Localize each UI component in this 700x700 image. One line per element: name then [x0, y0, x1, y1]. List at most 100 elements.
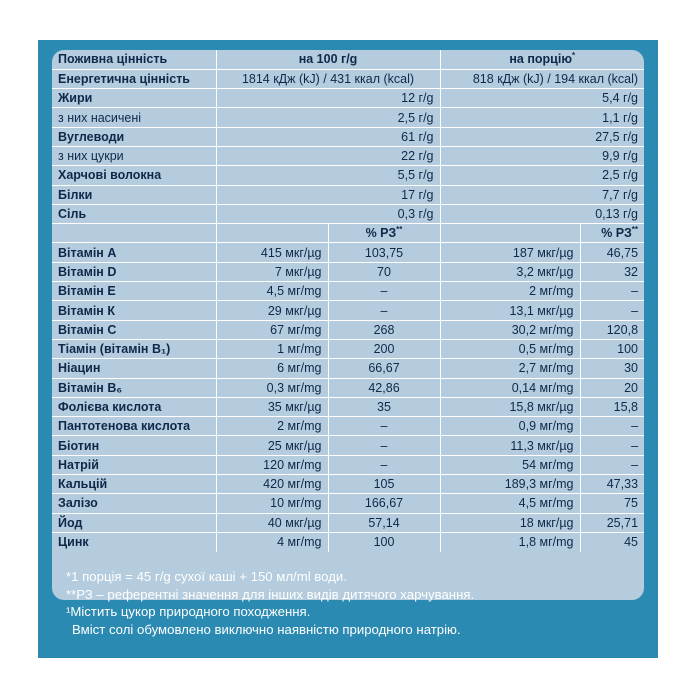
rz-per-100g: 105: [328, 474, 441, 495]
rz-per-100g: 268: [328, 320, 441, 340]
rz-per-100g: –: [328, 300, 441, 321]
value-per-100g: 35 мкг/µg: [216, 397, 329, 418]
value-per-portion: 2,5 г/g: [440, 165, 644, 186]
value-per-portion: 11,3 мкг/µg: [440, 435, 581, 456]
value-per-100g: 415 мкг/µg: [216, 242, 329, 263]
rz-header-empty: [216, 223, 329, 244]
value-per-portion: 2 мг/mg: [440, 281, 581, 302]
rz-header-row: % РЗ** % РЗ**: [52, 223, 644, 244]
table-row: з них цукри 22 г/g 9,9 г/g: [52, 146, 644, 167]
rz-per-portion: –: [580, 300, 644, 321]
nutrient-name: Пантотенова кислота: [52, 416, 217, 437]
rz-per-portion: –: [580, 281, 644, 302]
nutrient-name: Біотин: [52, 435, 217, 456]
table-row: Вітамін В₆ 0,3 мг/mg 42,86 0,14 мг/mg 20: [52, 378, 644, 398]
nutrient-name: Харчові волокна: [52, 165, 217, 186]
value-per-100g: 6 мг/mg: [216, 358, 329, 379]
nutrition-table: Поживна цінність на 100 г/g на порцію* Е…: [52, 50, 644, 552]
table-row: Залізо 10 мг/mg 166,67 4,5 мг/mg 75: [52, 493, 644, 514]
rz-per-portion: –: [580, 416, 644, 437]
value-per-100g: 420 мг/mg: [216, 474, 329, 495]
rz-per-100g: –: [328, 416, 441, 437]
value-per-portion: 4,5 мг/mg: [440, 493, 581, 514]
table-row: Пантотенова кислота 2 мг/mg –0,9 мг/mg –: [52, 416, 644, 437]
value-per-100g: 25 мкг/µg: [216, 435, 329, 456]
table-row: Харчові волокна 5,5 г/g 2,5 г/g: [52, 165, 644, 186]
value-per-portion: 0,14 мг/mg: [440, 378, 581, 398]
nutrient-name: Кальцій: [52, 474, 217, 495]
rz-per-portion: 20: [580, 378, 644, 398]
nutrient-name: Вітамін К: [52, 300, 217, 321]
rz-per-portion: 47,33: [580, 474, 644, 495]
nutrient-name: Вітамін А: [52, 242, 217, 263]
table-header-row: Поживна цінність на 100 г/g на порцію*: [52, 50, 644, 70]
table-row: Цинк 4 мг/mg 100 1,8 мг/mg 45: [52, 532, 644, 552]
rz-per-portion: 15,8: [580, 397, 644, 418]
nutrient-name: Вітамін С: [52, 320, 217, 340]
table-row: Жири 12 г/g 5,4 г/g: [52, 88, 644, 109]
value-per-100g: 22 г/g: [216, 146, 441, 167]
rz-header-portion: % РЗ**: [580, 223, 644, 244]
value-per-portion: 2,7 мг/mg: [440, 358, 581, 379]
rz-per-portion: 75: [580, 493, 644, 514]
rz-header-empty: [440, 223, 581, 244]
nutrient-name: з них цукри: [52, 146, 217, 167]
value-per-portion: 1,1 г/g: [440, 107, 644, 128]
table-row: Вітамін А 415 мкг/µg 103,75 187 мкг/µg 46,75: [52, 242, 644, 263]
table-row: Сіль 0,3 г/g 0,13 г/g: [52, 204, 644, 225]
header-per-100g: на 100 г/g: [216, 50, 441, 70]
value-per-100g: 17 г/g: [216, 185, 441, 205]
rz-per-portion: –: [580, 435, 644, 456]
value-per-portion: 0,13 г/g: [440, 204, 644, 225]
nutrient-name: Білки: [52, 185, 217, 205]
footnote-salt: Вміст солі обумовлено виключно наявністю…: [72, 621, 461, 637]
table-row: Кальцій 420 мг/mg 105 189,3 мг/mg 47,33: [52, 474, 644, 495]
value-per-portion: 27,5 г/g: [440, 127, 644, 147]
rz-per-100g: –: [328, 435, 441, 456]
value-per-portion: 0,9 мг/mg: [440, 416, 581, 437]
table-row: Вітамін Е 4,5 мг/mg –2 мг/mg –: [52, 281, 644, 302]
value-per-100g: 67 мг/mg: [216, 320, 329, 340]
rz-per-100g: 57,14: [328, 513, 441, 533]
rz-per-portion: 45: [624, 535, 639, 550]
value-per-100g: 2,5 г/g: [216, 107, 441, 128]
nutrition-table-card: Поживна цінність на 100 г/g на порцію* Е…: [52, 50, 644, 600]
value-per-100g: 1 мг/mg: [216, 339, 329, 360]
value-per-100g: 0,3 г/g: [216, 204, 441, 225]
rz-per-portion: 30: [580, 358, 644, 379]
table-row: Тіамін (вітамін В₁) 1 мг/mg 200 0,5 мг/mg 10…: [52, 339, 644, 360]
rz-per-100g: 66,67: [328, 358, 441, 379]
rz-per-100g: 100: [328, 532, 441, 552]
value-per-portion: 189,3 мг/mg: [440, 474, 581, 495]
rz-per-100g: 200: [328, 339, 441, 360]
value-per-100g: 0,3 мг/mg: [216, 378, 329, 398]
nutrient-name: Енергетична цінність: [52, 69, 217, 90]
nutrient-name: Ніацин: [52, 358, 217, 379]
value-per-100g: 4,5 мг/mg: [216, 281, 329, 302]
rz-per-portion: 100: [580, 339, 644, 360]
value-per-portion: 3,2 мкг/µg: [440, 262, 581, 283]
value-per-portion: 7,7 г/g: [440, 185, 644, 205]
rz-per-100g: 35: [328, 397, 441, 418]
nutrition-panel: Поживна цінність на 100 г/g на порцію* Е…: [38, 40, 658, 658]
table-row: Білки 17 г/g 7,7 г/g: [52, 185, 644, 205]
rz-per-100g: 166,67: [328, 493, 441, 514]
nutrient-name: Вітамін Е: [52, 281, 217, 302]
table-row: Вітамін К 29 мкг/µg –13,1 мкг/µg –: [52, 300, 644, 321]
nutrient-name: Цинк: [52, 532, 217, 552]
value-per-100g: 4 мг/mg: [216, 532, 329, 552]
rz-per-100g: 70: [328, 262, 441, 283]
value-per-portion: 1,8 мг/mg: [440, 532, 581, 552]
value-per-portion: 818 кДж (kJ) / 194 ккал (kcal): [440, 69, 644, 90]
value-per-portion: 187 мкг/µg: [440, 242, 581, 263]
table-row: Вуглеводи 61 г/g 27,5 г/g: [52, 127, 644, 147]
rz-per-100g: –: [328, 281, 441, 302]
nutrient-name: Вітамін D: [52, 262, 217, 283]
rz-per-portion: 32: [580, 262, 644, 283]
nutrient-name: Жири: [52, 88, 217, 109]
value-per-portion: 9,9 г/g: [440, 146, 644, 167]
value-per-100g: 12 г/g: [216, 88, 441, 109]
value-per-100g: 1814 кДж (kJ) / 431 ккал (kcal): [216, 69, 441, 90]
rz-per-portion: 46,75: [580, 242, 644, 263]
value-per-100g: 7 мкг/µg: [216, 262, 329, 283]
